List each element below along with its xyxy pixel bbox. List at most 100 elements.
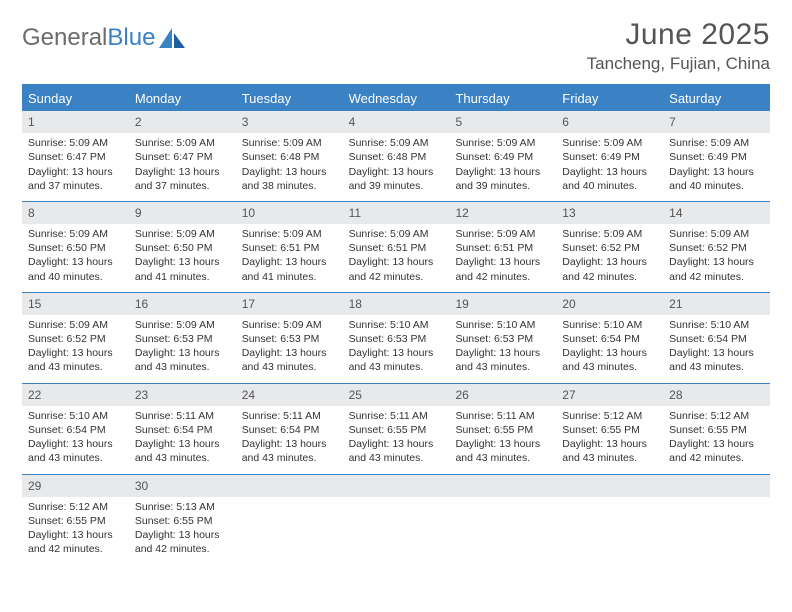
day-number: 7 bbox=[663, 111, 770, 133]
sunset-text: Sunset: 6:54 PM bbox=[242, 423, 337, 437]
sunset-text: Sunset: 6:54 PM bbox=[562, 332, 657, 346]
calendar-day-cell: . bbox=[556, 475, 663, 565]
day-body: Sunrise: 5:11 AMSunset: 6:54 PMDaylight:… bbox=[236, 406, 343, 474]
calendar-day-cell: 2Sunrise: 5:09 AMSunset: 6:47 PMDaylight… bbox=[129, 111, 236, 201]
weekday-header: Friday bbox=[556, 86, 663, 111]
sunset-text: Sunset: 6:55 PM bbox=[28, 514, 123, 528]
sunset-text: Sunset: 6:54 PM bbox=[669, 332, 764, 346]
daylight-text: Daylight: 13 hours and 42 minutes. bbox=[455, 255, 550, 283]
weekday-header: Sunday bbox=[22, 86, 129, 111]
calendar-day-cell: 20Sunrise: 5:10 AMSunset: 6:54 PMDayligh… bbox=[556, 293, 663, 383]
calendar-week: 22Sunrise: 5:10 AMSunset: 6:54 PMDayligh… bbox=[22, 384, 770, 475]
daylight-text: Daylight: 13 hours and 42 minutes. bbox=[669, 437, 764, 465]
sunrise-text: Sunrise: 5:09 AM bbox=[669, 136, 764, 150]
day-body: Sunrise: 5:10 AMSunset: 6:53 PMDaylight:… bbox=[343, 315, 450, 383]
daylight-text: Daylight: 13 hours and 41 minutes. bbox=[135, 255, 230, 283]
day-number: 19 bbox=[449, 293, 556, 315]
weekday-header: Thursday bbox=[449, 86, 556, 111]
calendar-week: 29Sunrise: 5:12 AMSunset: 6:55 PMDayligh… bbox=[22, 475, 770, 565]
daylight-text: Daylight: 13 hours and 39 minutes. bbox=[455, 165, 550, 193]
sunset-text: Sunset: 6:47 PM bbox=[135, 150, 230, 164]
sunrise-text: Sunrise: 5:10 AM bbox=[562, 318, 657, 332]
weekday-header-row: Sunday Monday Tuesday Wednesday Thursday… bbox=[22, 86, 770, 111]
day-number: 10 bbox=[236, 202, 343, 224]
calendar-day-cell: 6Sunrise: 5:09 AMSunset: 6:49 PMDaylight… bbox=[556, 111, 663, 201]
calendar-day-cell: 3Sunrise: 5:09 AMSunset: 6:48 PMDaylight… bbox=[236, 111, 343, 201]
day-body: Sunrise: 5:09 AMSunset: 6:47 PMDaylight:… bbox=[22, 133, 129, 201]
daylight-text: Daylight: 13 hours and 40 minutes. bbox=[562, 165, 657, 193]
logo-text-1: General bbox=[22, 24, 107, 52]
sunset-text: Sunset: 6:50 PM bbox=[135, 241, 230, 255]
day-number: 30 bbox=[129, 475, 236, 497]
day-body: Sunrise: 5:09 AMSunset: 6:52 PMDaylight:… bbox=[556, 224, 663, 292]
daylight-text: Daylight: 13 hours and 42 minutes. bbox=[669, 255, 764, 283]
sunset-text: Sunset: 6:52 PM bbox=[669, 241, 764, 255]
daylight-text: Daylight: 13 hours and 43 minutes. bbox=[562, 437, 657, 465]
weekday-header: Wednesday bbox=[343, 86, 450, 111]
calendar-day-cell: 13Sunrise: 5:09 AMSunset: 6:52 PMDayligh… bbox=[556, 202, 663, 292]
day-number: 4 bbox=[343, 111, 450, 133]
sunset-text: Sunset: 6:48 PM bbox=[349, 150, 444, 164]
calendar-day-cell: 30Sunrise: 5:13 AMSunset: 6:55 PMDayligh… bbox=[129, 475, 236, 565]
daylight-text: Daylight: 13 hours and 43 minutes. bbox=[135, 437, 230, 465]
calendar-day-cell: . bbox=[343, 475, 450, 565]
sunrise-text: Sunrise: 5:10 AM bbox=[669, 318, 764, 332]
day-number: 20 bbox=[556, 293, 663, 315]
day-number: . bbox=[236, 475, 343, 497]
sunrise-text: Sunrise: 5:12 AM bbox=[669, 409, 764, 423]
daylight-text: Daylight: 13 hours and 37 minutes. bbox=[135, 165, 230, 193]
day-number: . bbox=[556, 475, 663, 497]
day-number: . bbox=[449, 475, 556, 497]
calendar-day-cell: 12Sunrise: 5:09 AMSunset: 6:51 PMDayligh… bbox=[449, 202, 556, 292]
sunset-text: Sunset: 6:53 PM bbox=[242, 332, 337, 346]
weekday-header: Saturday bbox=[663, 86, 770, 111]
calendar-week: 8Sunrise: 5:09 AMSunset: 6:50 PMDaylight… bbox=[22, 202, 770, 293]
day-body: Sunrise: 5:09 AMSunset: 6:53 PMDaylight:… bbox=[236, 315, 343, 383]
daylight-text: Daylight: 13 hours and 43 minutes. bbox=[242, 346, 337, 374]
daylight-text: Daylight: 13 hours and 42 minutes. bbox=[349, 255, 444, 283]
calendar-day-cell: 25Sunrise: 5:11 AMSunset: 6:55 PMDayligh… bbox=[343, 384, 450, 474]
sunset-text: Sunset: 6:54 PM bbox=[28, 423, 123, 437]
day-body: Sunrise: 5:09 AMSunset: 6:52 PMDaylight:… bbox=[22, 315, 129, 383]
daylight-text: Daylight: 13 hours and 42 minutes. bbox=[135, 528, 230, 556]
sunrise-text: Sunrise: 5:11 AM bbox=[349, 409, 444, 423]
day-number: 12 bbox=[449, 202, 556, 224]
sunrise-text: Sunrise: 5:09 AM bbox=[242, 136, 337, 150]
sunrise-text: Sunrise: 5:09 AM bbox=[349, 136, 444, 150]
day-body: Sunrise: 5:10 AMSunset: 6:54 PMDaylight:… bbox=[556, 315, 663, 383]
daylight-text: Daylight: 13 hours and 43 minutes. bbox=[28, 437, 123, 465]
calendar-day-cell: 17Sunrise: 5:09 AMSunset: 6:53 PMDayligh… bbox=[236, 293, 343, 383]
sunrise-text: Sunrise: 5:11 AM bbox=[242, 409, 337, 423]
day-number: 2 bbox=[129, 111, 236, 133]
weekday-header: Tuesday bbox=[236, 86, 343, 111]
sunrise-text: Sunrise: 5:10 AM bbox=[455, 318, 550, 332]
daylight-text: Daylight: 13 hours and 43 minutes. bbox=[669, 346, 764, 374]
day-number: 23 bbox=[129, 384, 236, 406]
daylight-text: Daylight: 13 hours and 39 minutes. bbox=[349, 165, 444, 193]
day-body: Sunrise: 5:09 AMSunset: 6:49 PMDaylight:… bbox=[449, 133, 556, 201]
sunrise-text: Sunrise: 5:12 AM bbox=[562, 409, 657, 423]
day-number: 18 bbox=[343, 293, 450, 315]
sunset-text: Sunset: 6:54 PM bbox=[135, 423, 230, 437]
sunrise-text: Sunrise: 5:09 AM bbox=[135, 318, 230, 332]
logo-sail-icon bbox=[159, 28, 185, 48]
sunrise-text: Sunrise: 5:09 AM bbox=[669, 227, 764, 241]
daylight-text: Daylight: 13 hours and 43 minutes. bbox=[455, 437, 550, 465]
day-number: 15 bbox=[22, 293, 129, 315]
day-body: Sunrise: 5:09 AMSunset: 6:47 PMDaylight:… bbox=[129, 133, 236, 201]
calendar-day-cell: 29Sunrise: 5:12 AMSunset: 6:55 PMDayligh… bbox=[22, 475, 129, 565]
sunset-text: Sunset: 6:49 PM bbox=[455, 150, 550, 164]
day-body: Sunrise: 5:10 AMSunset: 6:54 PMDaylight:… bbox=[22, 406, 129, 474]
day-number: 17 bbox=[236, 293, 343, 315]
daylight-text: Daylight: 13 hours and 43 minutes. bbox=[349, 346, 444, 374]
sunset-text: Sunset: 6:51 PM bbox=[349, 241, 444, 255]
day-number: 1 bbox=[22, 111, 129, 133]
day-number: 6 bbox=[556, 111, 663, 133]
day-body: Sunrise: 5:09 AMSunset: 6:49 PMDaylight:… bbox=[556, 133, 663, 201]
day-number: 5 bbox=[449, 111, 556, 133]
calendar-day-cell: 18Sunrise: 5:10 AMSunset: 6:53 PMDayligh… bbox=[343, 293, 450, 383]
calendar-week: 1Sunrise: 5:09 AMSunset: 6:47 PMDaylight… bbox=[22, 111, 770, 202]
sunset-text: Sunset: 6:52 PM bbox=[562, 241, 657, 255]
calendar-week: 15Sunrise: 5:09 AMSunset: 6:52 PMDayligh… bbox=[22, 293, 770, 384]
sunrise-text: Sunrise: 5:09 AM bbox=[28, 318, 123, 332]
